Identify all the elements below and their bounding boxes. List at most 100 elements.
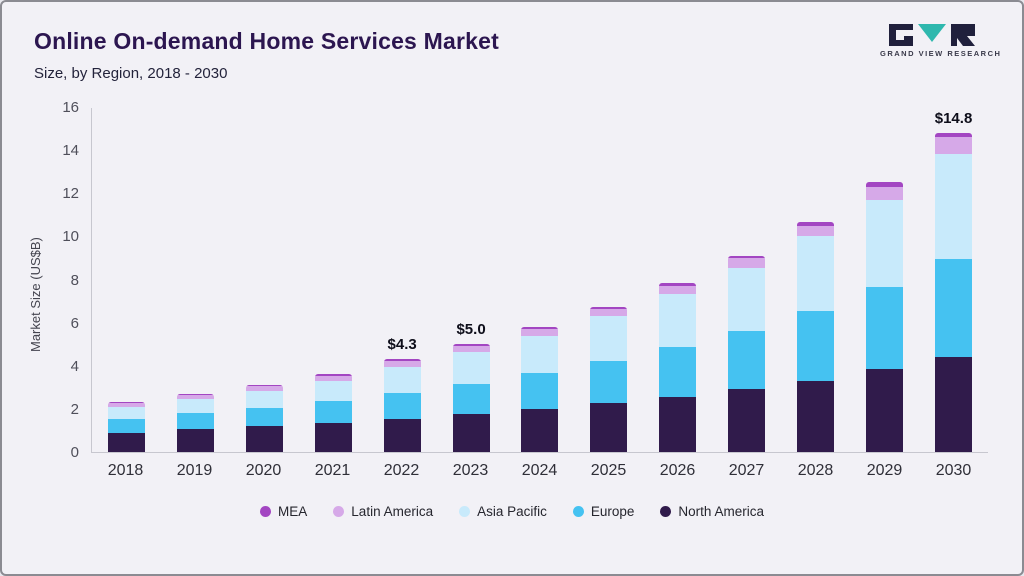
- y-tick-6: 6: [70, 314, 79, 332]
- bar-column-2028: [781, 108, 850, 452]
- y-tick-8: 8: [70, 271, 79, 289]
- bar-segment-europe-2027: [728, 331, 766, 390]
- bar-segment-north-america-2018: [107, 432, 145, 452]
- bar-segment-north-america-2027: [728, 389, 766, 452]
- bar-segment-asia-pacific-2028: [797, 236, 835, 311]
- bar-segment-mea-2024: [521, 326, 559, 330]
- bar-segment-north-america-2028: [797, 380, 835, 452]
- bar-stack-2023: [452, 344, 490, 452]
- y-tick-2: 2: [70, 400, 79, 418]
- bar-segment-europe-2026: [659, 347, 697, 398]
- x-tick-2027: 2027: [728, 462, 765, 479]
- legend-item-mea: MEA: [260, 504, 307, 519]
- bar-segment-asia-pacific-2019: [176, 399, 214, 414]
- legend-label-north-america: North America: [678, 504, 764, 519]
- bar-segment-europe-2030: [935, 259, 973, 358]
- gvr-logo-text: GRAND VIEW RESEARCH: [880, 49, 1002, 58]
- bar-segment-north-america-2029: [866, 368, 904, 452]
- bar-segment-asia-pacific-2021: [314, 380, 352, 402]
- bar-segment-mea-2025: [590, 306, 628, 310]
- x-tick-2020: 2020: [245, 462, 282, 479]
- x-tick-2025: 2025: [590, 462, 627, 479]
- bar-segment-mea-2027: [728, 255, 766, 259]
- bar-segment-north-america-2026: [659, 397, 697, 452]
- bar-segment-north-america-2020: [245, 426, 283, 452]
- bar-segment-asia-pacific-2027: [728, 267, 766, 332]
- x-tick-2018: 2018: [107, 462, 144, 479]
- bar-stack-2022: [383, 359, 421, 452]
- bar-segment-europe-2020: [245, 407, 283, 427]
- y-axis: 0 2 4 6 8 10 12 14 16: [43, 99, 91, 461]
- bar-stack-2027: [728, 255, 766, 452]
- legend-dot-north-america: [660, 506, 672, 517]
- x-tick-2028: 2028: [797, 462, 834, 479]
- bar-segment-mea-2021: [314, 373, 352, 376]
- bar-segment-mea-2030: [935, 132, 973, 138]
- bar-segment-latin-america-2018: [107, 403, 145, 407]
- bar-column-2022: $4.3: [368, 108, 437, 452]
- bar-segment-north-america-2022: [383, 418, 421, 452]
- bar-stack-2028: [797, 222, 835, 452]
- legend-label-asia-pacific: Asia Pacific: [477, 504, 547, 519]
- value-label-2023: $5.0: [456, 321, 486, 339]
- bar-stack-2024: [521, 326, 559, 452]
- bar-column-2023: $5.0: [437, 108, 506, 452]
- bar-column-2021: [299, 108, 368, 452]
- value-label-2030: $14.8: [934, 109, 973, 127]
- bar-stack-2025: [590, 306, 628, 452]
- bar-segment-latin-america-2026: [659, 285, 697, 294]
- y-tick-0: 0: [70, 444, 79, 461]
- bar-segment-mea-2029: [866, 182, 904, 187]
- bar-segment-asia-pacific-2025: [590, 316, 628, 362]
- value-label-2022: $4.3: [387, 336, 417, 354]
- legend-item-latin-america: Latin America: [333, 504, 433, 519]
- bar-segment-latin-america-2021: [314, 375, 352, 381]
- bar-stack-2029: [866, 182, 904, 452]
- legend-label-latin-america: Latin America: [351, 504, 434, 519]
- bar-stack-2021: [314, 373, 352, 452]
- legend-item-north-america: North America: [660, 504, 764, 519]
- bar-stack-2020: [245, 384, 283, 452]
- x-tick-2021: 2021: [314, 462, 351, 479]
- bar-segment-latin-america-2024: [521, 329, 559, 336]
- bar-column-2026: [643, 108, 712, 452]
- bar-segment-asia-pacific-2029: [866, 199, 904, 288]
- x-tick-2030: 2030: [935, 462, 972, 479]
- bar-column-2027: [712, 108, 781, 452]
- legend-dot-latin-america: [333, 506, 345, 517]
- legend-item-asia-pacific: Asia Pacific: [459, 504, 547, 519]
- bar-segment-latin-america-2025: [590, 309, 628, 317]
- gvr-logo-mark: [889, 24, 975, 46]
- bar-segment-mea-2028: [797, 222, 835, 226]
- bar-segment-europe-2021: [314, 401, 352, 423]
- x-tick-2019: 2019: [176, 462, 213, 479]
- x-tick-2022: 2022: [383, 462, 420, 479]
- bar-segment-mea-2026: [659, 282, 697, 286]
- bar-column-2020: [230, 108, 299, 452]
- page-title: Online On-demand Home Services Market: [34, 28, 499, 54]
- bar-segment-latin-america-2030: [935, 137, 973, 155]
- bar-segment-mea-2018: [107, 402, 145, 404]
- bar-segment-asia-pacific-2018: [107, 406, 145, 419]
- bar-column-2030: $14.8: [919, 108, 988, 452]
- bar-segment-north-america-2023: [452, 414, 490, 452]
- x-tick-2026: 2026: [659, 462, 696, 479]
- bar-segment-latin-america-2022: [383, 361, 421, 367]
- bar-segment-mea-2019: [176, 393, 214, 396]
- bar-segment-europe-2018: [107, 418, 145, 433]
- legend-dot-mea: [260, 506, 272, 517]
- gvr-logo: GRAND VIEW RESEARCH: [880, 24, 1002, 58]
- bar-segment-asia-pacific-2024: [521, 335, 559, 374]
- bar-segment-north-america-2019: [176, 429, 214, 452]
- y-tick-16: 16: [62, 99, 79, 116]
- bar-segment-europe-2022: [383, 392, 421, 419]
- bar-segment-asia-pacific-2030: [935, 154, 973, 260]
- bar-segment-europe-2028: [797, 310, 835, 381]
- y-tick-14: 14: [62, 142, 79, 160]
- bar-segment-asia-pacific-2022: [383, 366, 421, 393]
- x-tick-2024: 2024: [521, 462, 558, 479]
- bar-segment-mea-2022: [383, 359, 421, 362]
- bar-segment-north-america-2025: [590, 403, 628, 452]
- bar-segment-latin-america-2023: [452, 346, 490, 352]
